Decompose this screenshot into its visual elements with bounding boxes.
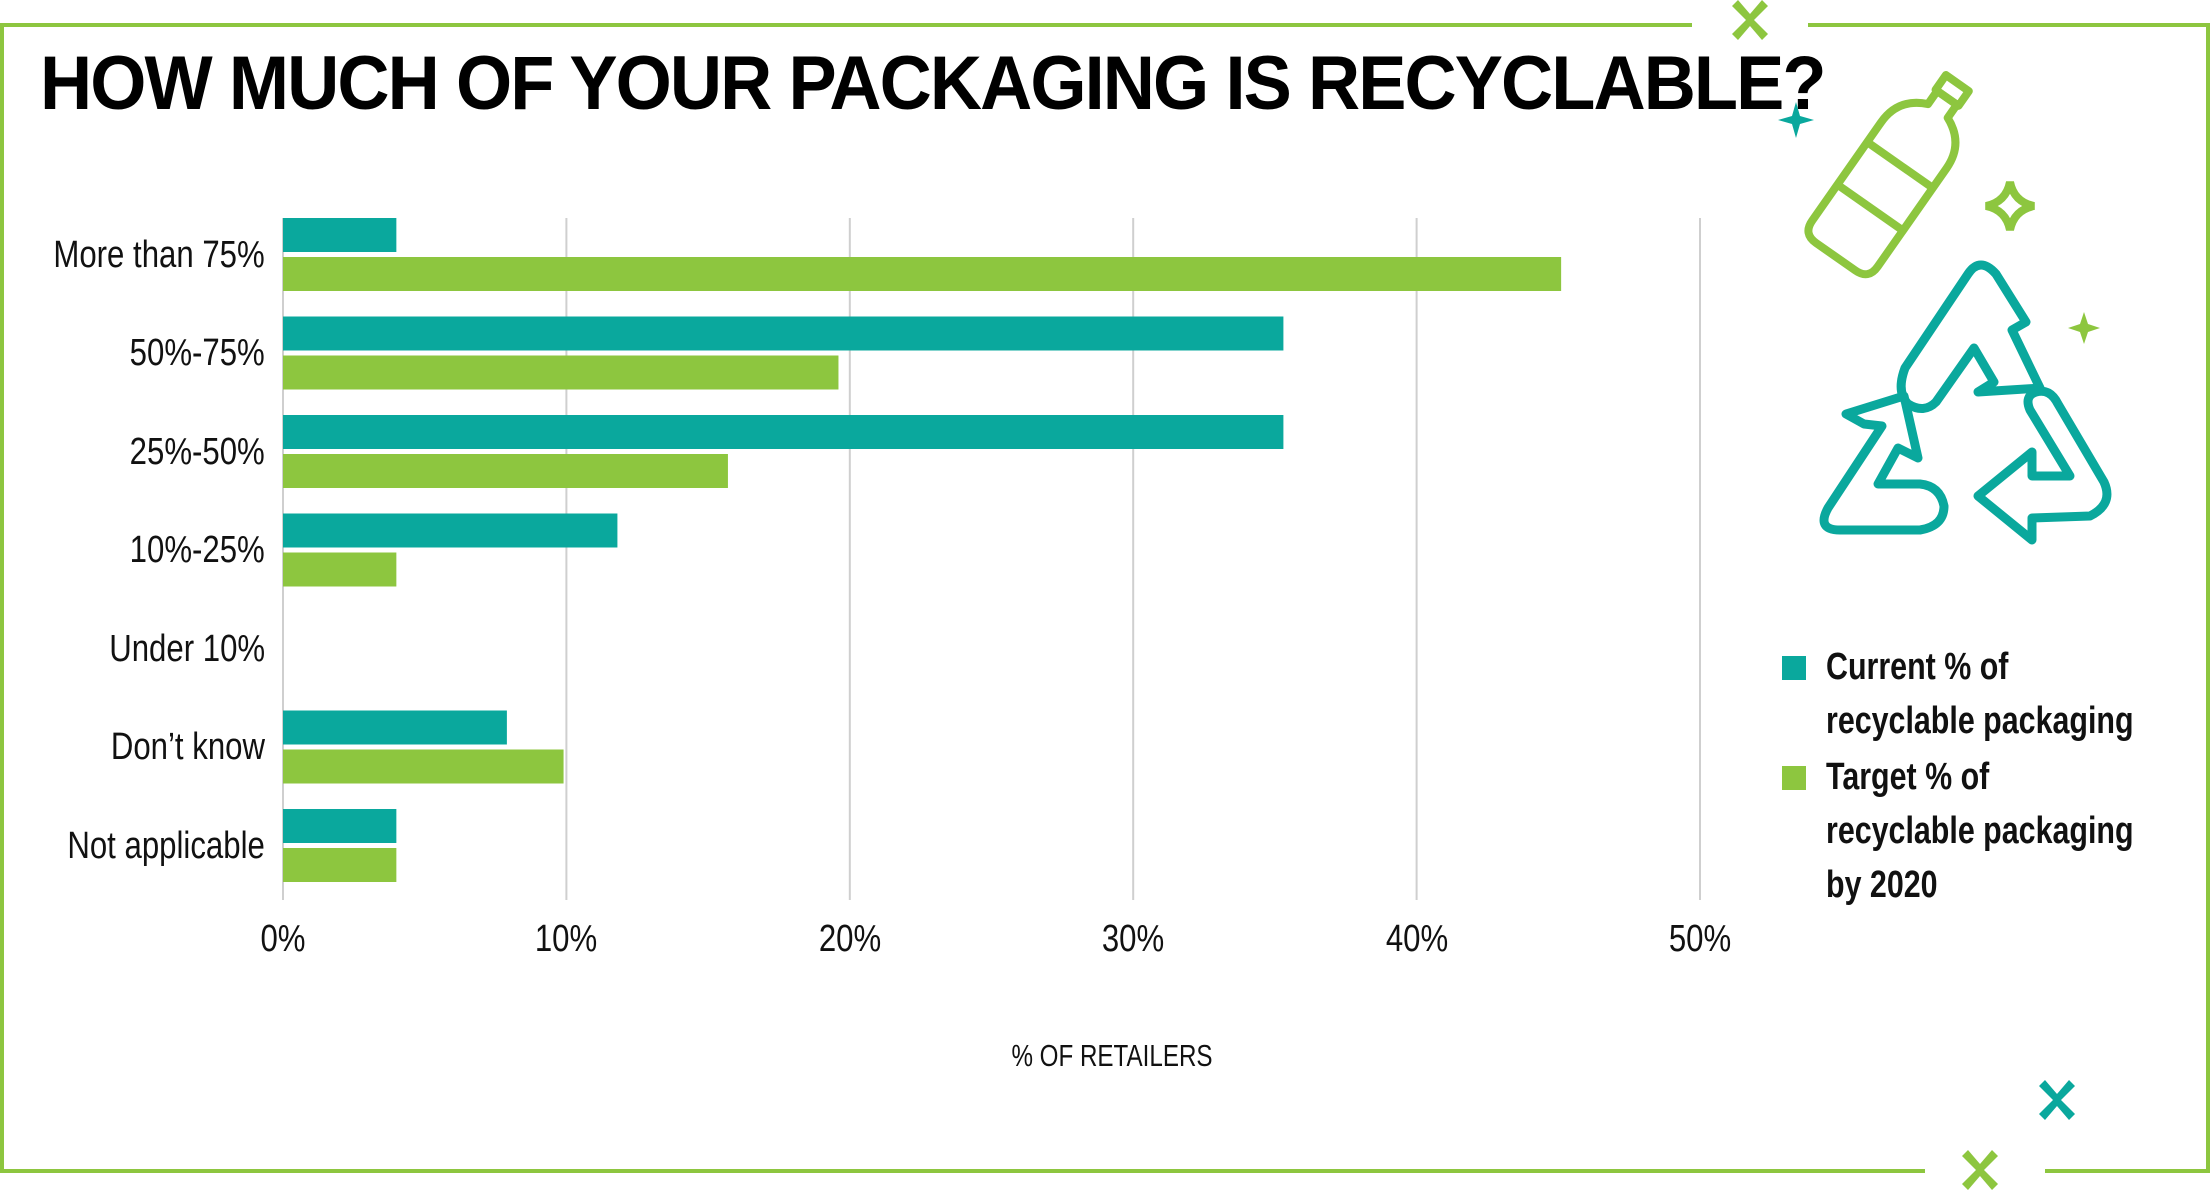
category-label: Don’t know	[110, 726, 265, 768]
x-axis-title: % OF RETAILERS	[1011, 1038, 1213, 1073]
bar-current-0	[283, 218, 397, 252]
frame-top-right	[1808, 23, 2210, 27]
bar-current-5	[283, 710, 507, 745]
bar-target-5	[283, 749, 564, 784]
frame-left	[0, 23, 4, 1173]
x-tick-label: 30%	[1102, 918, 1165, 960]
x-tick-label: 50%	[1668, 918, 1732, 960]
x-tick-label: 40%	[1385, 918, 1448, 960]
bar-current-6	[283, 809, 397, 843]
legend-label-current: Current % of recyclable packaging	[1826, 646, 2134, 742]
category-label: Not applicable	[67, 824, 265, 867]
legend-swatch-target	[1782, 766, 1806, 790]
bar-current-1	[283, 316, 1284, 351]
bar-current-3	[283, 513, 618, 548]
bar-target-1	[283, 355, 839, 390]
bar-current-2	[283, 415, 1284, 449]
legend-swatch-current	[1782, 656, 1806, 680]
bar-target-2	[283, 454, 728, 488]
x-tick-label: 0%	[260, 918, 306, 960]
frame-right	[2206, 23, 2210, 1173]
legend-label-target: Target % of recyclable packaging by 2020	[1826, 756, 2134, 906]
x-tick-label: 10%	[535, 918, 598, 960]
chart-title: HOW MUCH OF YOUR PACKAGING IS RECYCLABLE…	[40, 41, 1827, 126]
frame-bottom-left	[0, 1169, 1925, 1173]
category-label: Under 10%	[109, 627, 265, 670]
bar-target-3	[283, 552, 397, 587]
x-tick-label: 20%	[818, 918, 881, 960]
category-label: 10%-25%	[129, 529, 265, 571]
frame-top-left	[0, 23, 1692, 27]
bar-target-6	[283, 848, 397, 882]
bar-target-0	[283, 257, 1562, 291]
category-label: More than 75%	[53, 233, 265, 276]
category-label: 25%-50%	[129, 430, 265, 473]
frame-bottom-right	[2045, 1169, 2210, 1173]
category-label: 50%-75%	[129, 332, 265, 374]
